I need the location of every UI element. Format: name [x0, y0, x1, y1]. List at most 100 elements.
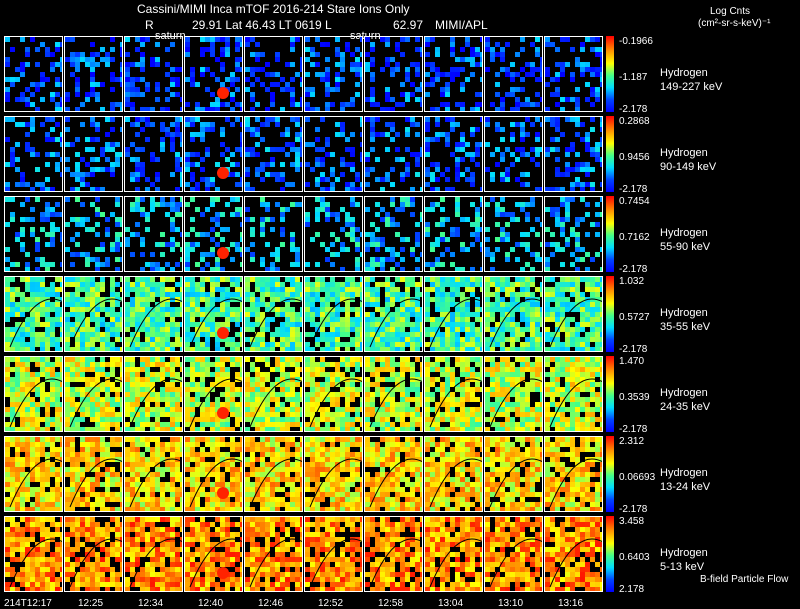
image-cell: [184, 356, 243, 432]
colorbar-tick-max: 3.458: [619, 516, 645, 527]
image-cell: [484, 516, 543, 592]
colorbar-tick-min: -2.178: [619, 184, 648, 195]
colorbar: [606, 276, 614, 352]
image-cell: [244, 196, 303, 272]
colorbar-tick-max: 1.470: [619, 356, 645, 367]
colorbar: [606, 516, 614, 592]
colorbar-tick-mid: 0.3539: [619, 392, 650, 403]
row-label: Hydrogen 24-35 keV: [660, 386, 710, 414]
time-label: 13:10: [498, 598, 524, 609]
colorbar: [606, 356, 614, 432]
colorbar-tick-min: 2.178: [619, 584, 645, 595]
header-line2: 29.91 Lat 46.43 LT 0619 L: [192, 18, 332, 32]
image-cell: [64, 516, 123, 592]
image-cell: [364, 516, 423, 592]
header-r-label: R: [145, 18, 154, 32]
image-cell: [304, 36, 363, 112]
time-label: 12:52: [318, 598, 344, 609]
image-cell: [304, 196, 363, 272]
image-cell: [4, 436, 63, 512]
row-label: Hydrogen 90-149 keV: [660, 146, 716, 174]
colorbar-tick-min: -2.178: [619, 264, 648, 275]
image-cell: [64, 356, 123, 432]
image-grid: [4, 36, 604, 596]
image-cell: [364, 436, 423, 512]
time-label: 12:25: [78, 598, 104, 609]
colorbar-tick-mid: 0.9456: [619, 152, 650, 163]
colorbar-tick-min: -2.178: [619, 424, 648, 435]
image-cell: [424, 276, 483, 352]
colorbar: [606, 436, 614, 512]
time-label: 12:40: [198, 598, 224, 609]
image-cell: [64, 276, 123, 352]
row-label: Hydrogen 149-227 keV: [660, 66, 722, 94]
species-label: Hydrogen: [660, 227, 708, 239]
energy-label: 13-24 keV: [660, 481, 711, 493]
image-cell: [544, 436, 603, 512]
image-cell: [124, 436, 183, 512]
energy-label: 55-90 keV: [660, 241, 711, 253]
colorbar-tick-min: -2.178: [619, 344, 648, 355]
species-label: Hydrogen: [660, 467, 708, 479]
image-cell: [544, 36, 603, 112]
image-cell: [484, 356, 543, 432]
image-cell: [124, 276, 183, 352]
row-label: Hydrogen 55-90 keV: [660, 226, 710, 254]
image-cell: [364, 36, 423, 112]
image-cell: [244, 116, 303, 192]
image-cell: [364, 116, 423, 192]
time-label: 214T12:17: [4, 598, 52, 609]
time-label: 12:46: [258, 598, 284, 609]
image-cell: [184, 116, 243, 192]
image-cell: [184, 36, 243, 112]
image-cell: [424, 36, 483, 112]
image-cell: [484, 436, 543, 512]
colorbar-tick-mid: 0.06693: [619, 472, 656, 483]
image-cell: [124, 196, 183, 272]
colorbar-tick-max: 0.7454: [619, 196, 650, 207]
colorbar: [606, 196, 614, 272]
image-cell: [424, 116, 483, 192]
species-label: Hydrogen: [660, 387, 708, 399]
energy-label: 35-55 keV: [660, 321, 711, 333]
colorbar-tick-min: -2.178: [619, 504, 648, 515]
image-cell: [544, 116, 603, 192]
image-cell: [64, 116, 123, 192]
image-cell: [424, 436, 483, 512]
species-label: Hydrogen: [660, 67, 708, 79]
image-cell: [544, 356, 603, 432]
time-label: 13:16: [558, 598, 584, 609]
image-cell: [304, 116, 363, 192]
colorbar-tick-max: -0.1966: [619, 36, 653, 47]
b-field-note: B-field Particle Flow: [700, 574, 789, 585]
colorbar-tick-mid: -1.187: [619, 72, 648, 83]
image-cell: [4, 36, 63, 112]
colorbar-tick-mid: 0.6403: [619, 552, 650, 563]
row-label: Hydrogen 13-24 keV: [660, 466, 710, 494]
colorbar-tick-max: 1.032: [619, 276, 645, 287]
image-cell: [484, 116, 543, 192]
image-cell: [184, 436, 243, 512]
image-cell: [244, 356, 303, 432]
species-label: Hydrogen: [660, 547, 708, 559]
image-cell: [64, 196, 123, 272]
image-cell: [364, 276, 423, 352]
image-cell: [4, 276, 63, 352]
header-line1: Cassini/MIMI Inca mTOF 2016-214 Stare Io…: [137, 2, 410, 16]
row-label: Hydrogen 35-55 keV: [660, 306, 710, 334]
image-cell: [304, 356, 363, 432]
image-cell: [484, 276, 543, 352]
image-cell: [4, 356, 63, 432]
header-mimi: MIMI/APL: [435, 18, 488, 32]
colorbar-tick-max: 0.2868: [619, 116, 650, 127]
image-cell: [244, 436, 303, 512]
colorbar-tick-max: 2.312: [619, 436, 645, 447]
energy-label: 5-13 keV: [660, 561, 705, 573]
image-cell: [544, 276, 603, 352]
log-counts-units: (cm²-sr-s-keV)⁻¹: [698, 18, 771, 29]
image-cell: [64, 436, 123, 512]
image-cell: [184, 196, 243, 272]
image-cell: [124, 356, 183, 432]
energy-label: 149-227 keV: [660, 81, 723, 93]
colorbar-tick-mid: 0.5727: [619, 312, 650, 323]
